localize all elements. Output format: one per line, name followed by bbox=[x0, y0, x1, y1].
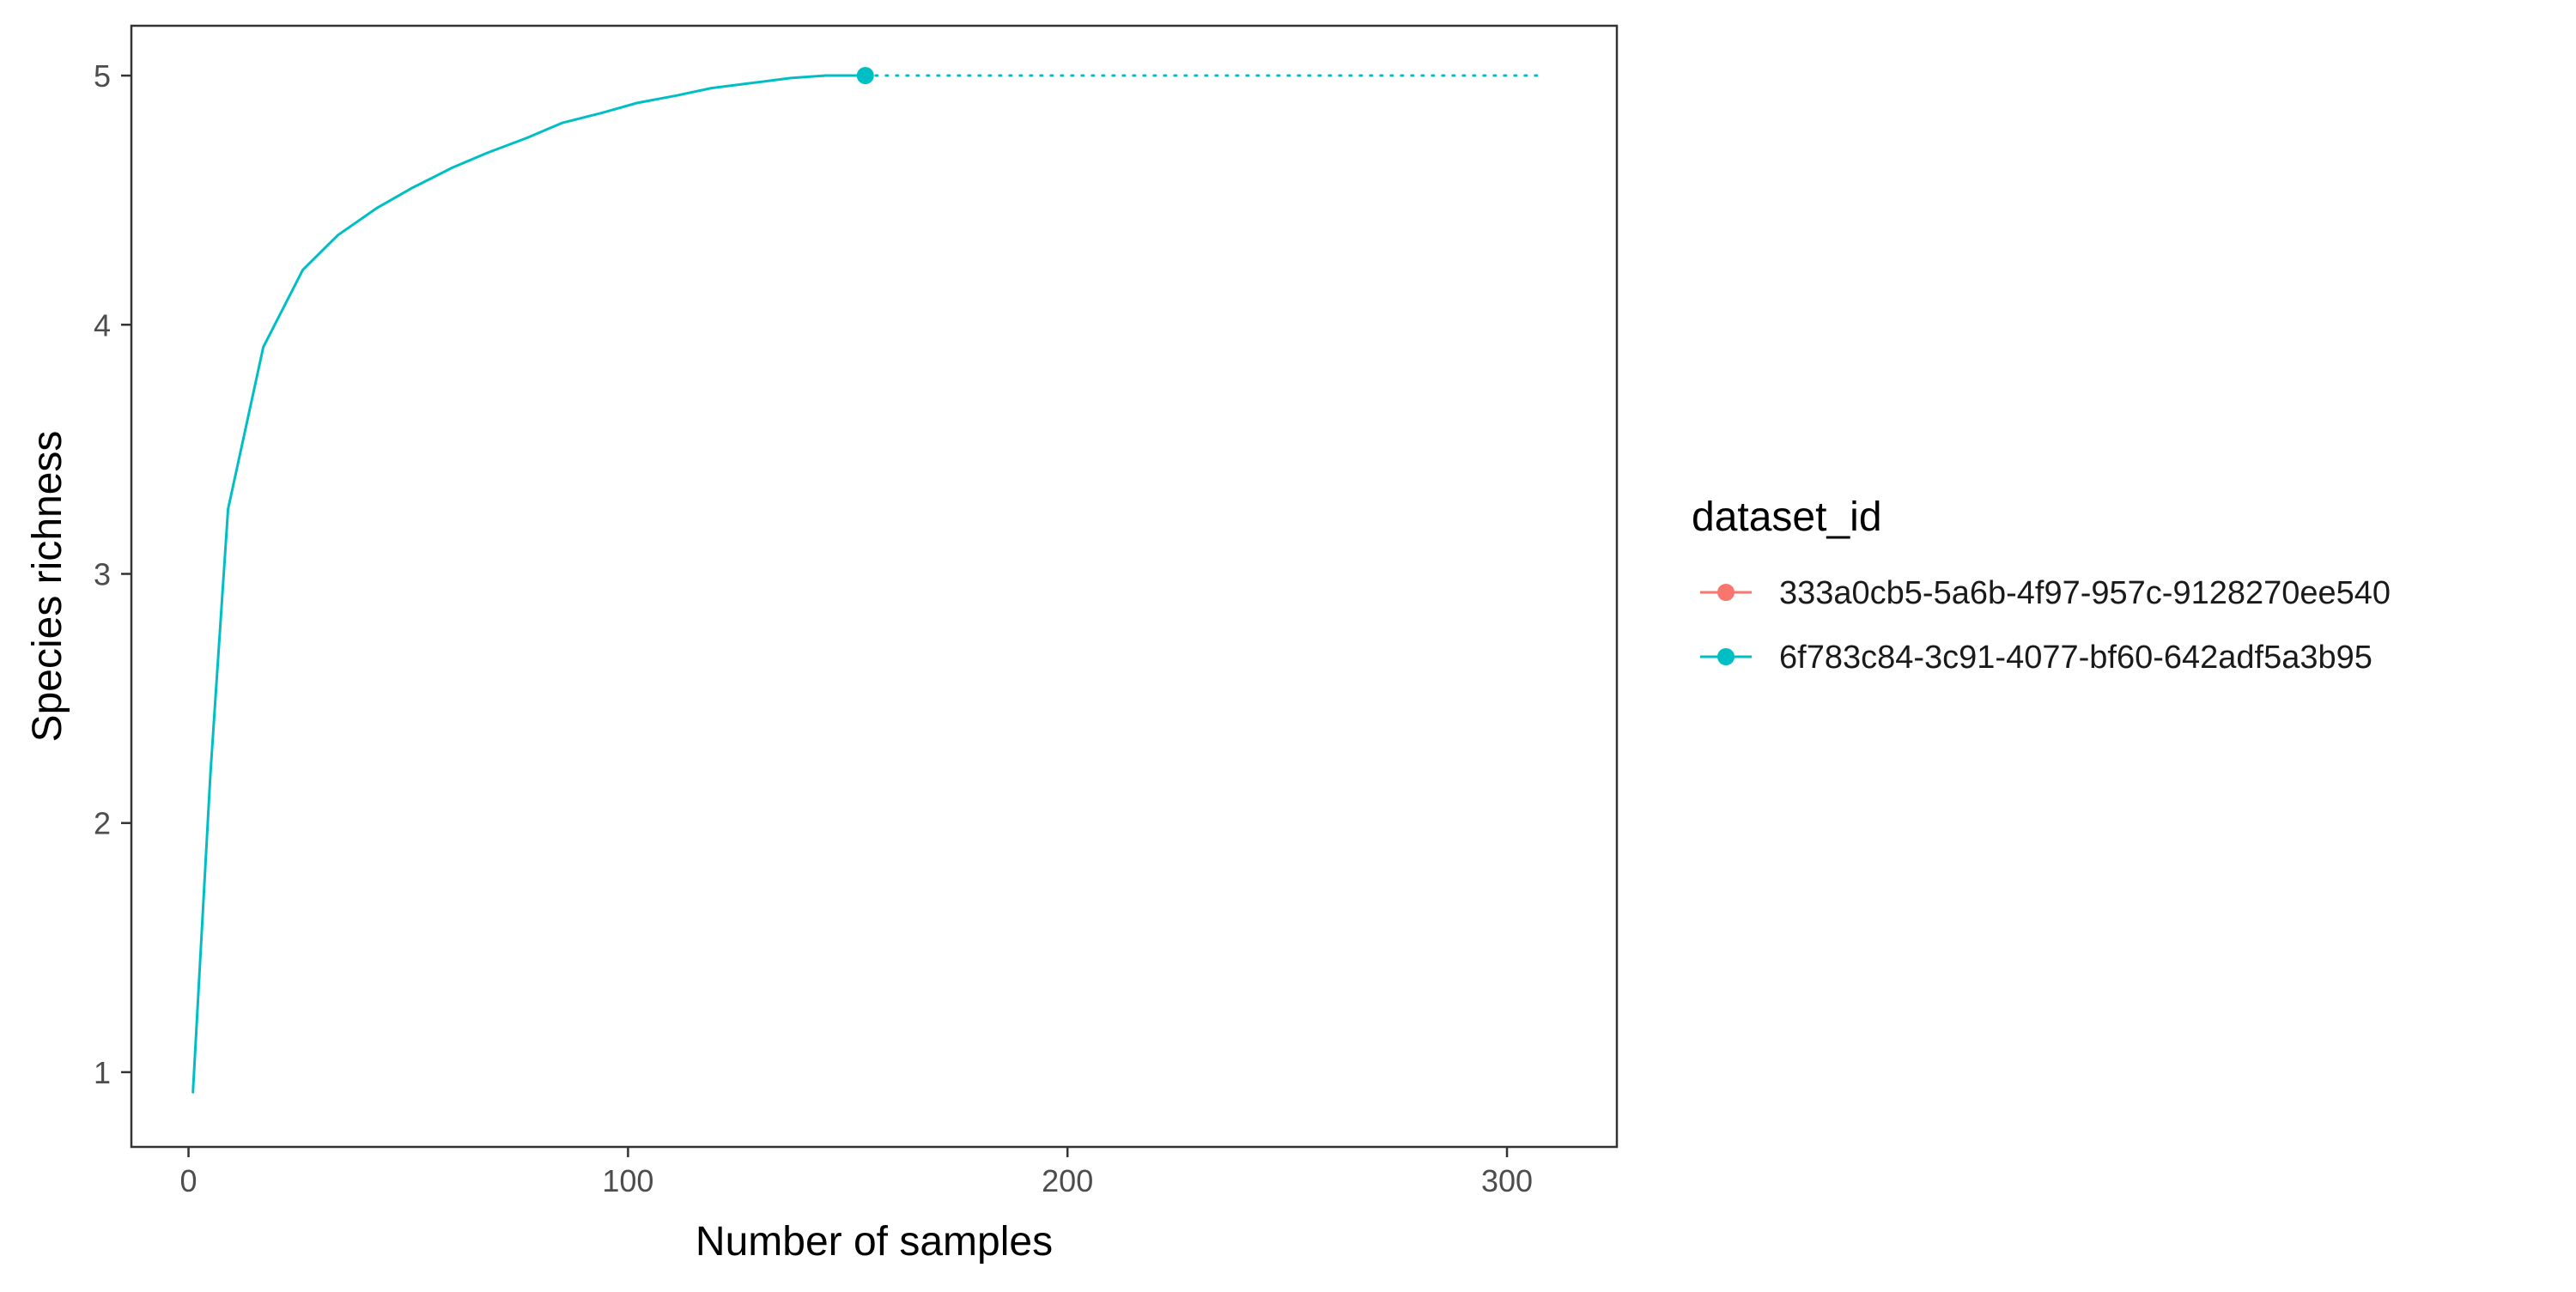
observed-point bbox=[856, 67, 874, 85]
y-axis-title: Species richness bbox=[25, 431, 70, 743]
points-layer bbox=[856, 67, 874, 85]
y-tick-label: 4 bbox=[94, 307, 111, 343]
legend-label: 333a0cb5-5a6b-4f97-957c-9128270ee540 bbox=[1779, 575, 2391, 611]
rarefaction-line bbox=[191, 74, 867, 1094]
y-axis: 1 2 3 4 5 bbox=[94, 58, 131, 1090]
y-tick-label: 5 bbox=[94, 58, 111, 94]
x-tick-label: 100 bbox=[602, 1163, 653, 1198]
x-tick-label: 0 bbox=[180, 1163, 197, 1198]
x-axis: 0 100 200 300 bbox=[180, 1147, 1533, 1198]
legend-key-point bbox=[1717, 584, 1735, 601]
plot-panel bbox=[130, 24, 1619, 1149]
series-layer bbox=[191, 74, 1544, 1094]
legend: dataset_id 333a0cb5-5a6b-4f97-957c-91282… bbox=[1692, 494, 2391, 676]
y-tick-label: 2 bbox=[94, 806, 111, 841]
legend-entry: 6f783c84-3c91-4077-bf60-642adf5a3b95 bbox=[1700, 640, 2372, 676]
legend-key-point bbox=[1717, 648, 1735, 665]
legend-label: 6f783c84-3c91-4077-bf60-642adf5a3b95 bbox=[1779, 640, 2372, 676]
y-tick-label: 1 bbox=[94, 1055, 111, 1090]
legend-entry: 333a0cb5-5a6b-4f97-957c-9128270ee540 bbox=[1700, 575, 2391, 611]
x-tick-label: 300 bbox=[1481, 1163, 1533, 1198]
y-tick-label: 3 bbox=[94, 556, 111, 591]
x-axis-title: Number of samples bbox=[696, 1219, 1053, 1265]
legend-title: dataset_id bbox=[1692, 494, 1882, 540]
x-tick-label: 200 bbox=[1042, 1163, 1093, 1198]
